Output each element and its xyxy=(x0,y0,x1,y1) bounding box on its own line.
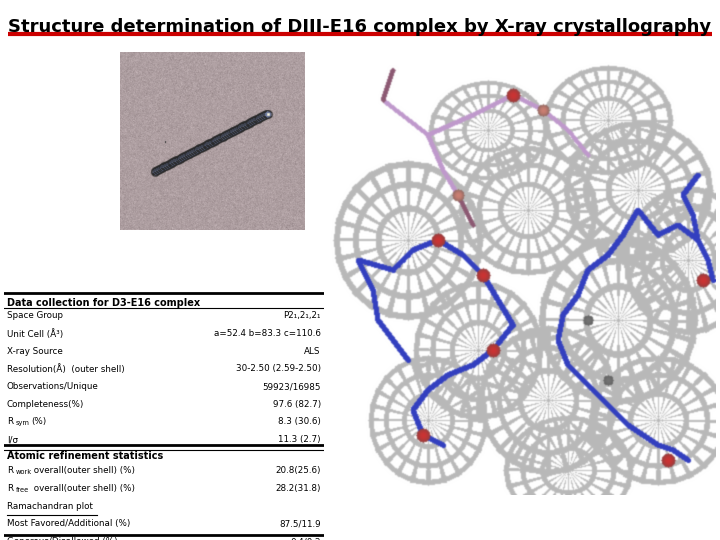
Text: R: R xyxy=(6,417,13,427)
Text: ALS: ALS xyxy=(305,347,321,356)
Text: Space Group: Space Group xyxy=(6,311,63,320)
Text: (%): (%) xyxy=(31,417,46,427)
Text: R: R xyxy=(6,484,13,493)
Text: Resolution(Å)  (outer shell): Resolution(Å) (outer shell) xyxy=(6,364,125,374)
Text: a=52.4 b=83.3 c=110.6: a=52.4 b=83.3 c=110.6 xyxy=(214,329,321,338)
Text: Structure determination of DIII-E16 complex by X-ray crystallography: Structure determination of DIII-E16 comp… xyxy=(9,18,711,36)
Text: Completeness(%): Completeness(%) xyxy=(6,400,84,409)
Text: sym: sym xyxy=(15,420,30,427)
Text: R: R xyxy=(6,467,13,475)
Text: Atomic refinement statistics: Atomic refinement statistics xyxy=(6,451,163,461)
Text: overall(outer shell) (%): overall(outer shell) (%) xyxy=(31,484,135,493)
Text: P2₁,2₁,2₁: P2₁,2₁,2₁ xyxy=(283,311,321,320)
Text: overall(outer shell) (%): overall(outer shell) (%) xyxy=(31,467,135,475)
Text: Ramachandran plot: Ramachandran plot xyxy=(6,502,93,511)
Text: Generous/Disallowed (%): Generous/Disallowed (%) xyxy=(6,537,117,540)
Text: X-ray Source: X-ray Source xyxy=(6,347,63,356)
Text: Most Favored/Additional (%): Most Favored/Additional (%) xyxy=(6,519,130,528)
Text: 0.4/0.2: 0.4/0.2 xyxy=(290,537,321,540)
Text: I/σ: I/σ xyxy=(6,435,18,444)
Text: Data collection for D3-E16 complex: Data collection for D3-E16 complex xyxy=(6,298,200,308)
Text: Unit Cell (Å³): Unit Cell (Å³) xyxy=(6,329,63,339)
Text: 59923/16985: 59923/16985 xyxy=(262,382,321,391)
Text: free: free xyxy=(15,487,29,493)
Text: work: work xyxy=(15,469,32,475)
Text: Observations/Unique: Observations/Unique xyxy=(6,382,99,391)
Text: 11.3 (2.7): 11.3 (2.7) xyxy=(278,435,321,444)
Text: 20.8(25.6): 20.8(25.6) xyxy=(275,467,321,475)
Text: 8.3 (30.6): 8.3 (30.6) xyxy=(278,417,321,427)
Text: 87.5/11.9: 87.5/11.9 xyxy=(279,519,321,528)
Text: 28.2(31.8): 28.2(31.8) xyxy=(275,484,321,493)
Text: 97.6 (82.7): 97.6 (82.7) xyxy=(273,400,321,409)
Text: 30-2.50 (2.59-2.50): 30-2.50 (2.59-2.50) xyxy=(235,364,321,373)
